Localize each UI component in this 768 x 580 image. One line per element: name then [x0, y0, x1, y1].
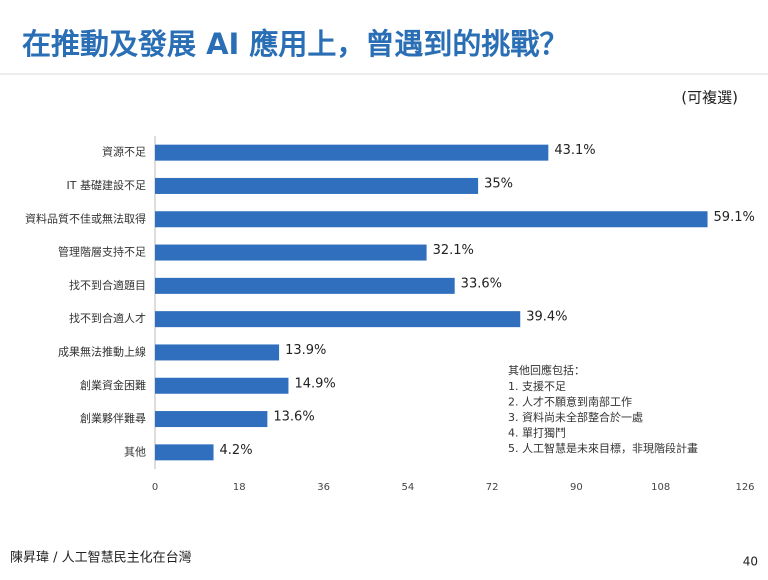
y-tick-label: 資源不足 [102, 145, 146, 159]
bar [155, 377, 289, 394]
annotation-title: 其他回應包括： [508, 363, 585, 377]
y-tick-label: 管理階層支持不足 [58, 245, 146, 259]
bar [155, 344, 280, 361]
x-tick-label: 54 [401, 482, 414, 493]
bar [155, 211, 708, 228]
data-label: 43.1% [554, 143, 595, 158]
y-tick-label: 成果無法推動上線 [58, 344, 146, 358]
page-number: 40 [743, 555, 758, 569]
bar [155, 411, 268, 428]
y-tick-label: 資料品質不佳或無法取得 [25, 211, 146, 225]
y-tick-label: 創業夥伴難尋 [80, 411, 146, 425]
x-tick-label: 72 [486, 482, 499, 493]
x-tick-label: 90 [570, 482, 583, 493]
annotation-item: 1. 支援不足 [508, 379, 566, 393]
x-tick-label: 0 [152, 482, 158, 493]
x-tick-label: 36 [317, 482, 330, 493]
data-label: 33.6% [461, 276, 502, 291]
annotation-item: 5. 人工智慧是未來目標，非現階段計畫 [508, 441, 698, 455]
data-label: 39.4% [526, 310, 567, 325]
y-tick-label: 找不到合適人才 [69, 311, 146, 325]
data-label: 14.9% [294, 376, 335, 391]
y-tick-label: 找不到合適題目 [69, 278, 146, 292]
x-tick-label: 126 [735, 482, 754, 493]
annotation-item: 2. 人才不願意到南部工作 [508, 395, 632, 409]
annotation-item: 3. 資料尚未全部整合於一處 [508, 410, 643, 424]
data-label: 13.9% [285, 343, 326, 358]
x-tick-label: 108 [651, 482, 670, 493]
y-tick-label: IT 基礎建設不足 [67, 178, 146, 192]
annotation-item: 4. 單打獨鬥 [508, 426, 566, 440]
x-tick-label: 18 [233, 482, 246, 493]
y-tick-label: 其他 [124, 445, 146, 458]
bar [155, 177, 479, 194]
bar [155, 144, 549, 161]
data-label: 35% [484, 176, 513, 191]
bar [155, 277, 455, 294]
bar [155, 244, 427, 261]
chart-title: 在推動及發展 AI 應用上，曾遇到的挑戰？ [22, 27, 568, 61]
footer-source: 陳昇瑋 / 人工智慧民主化在台灣 [10, 550, 192, 566]
bar [155, 444, 214, 461]
y-tick-label: 創業資金困難 [80, 378, 146, 392]
bar [155, 311, 521, 328]
data-label: 59.1% [714, 210, 755, 225]
data-label: 32.1% [433, 243, 474, 258]
data-label: 13.6% [273, 410, 314, 425]
subtitle: (可複選) [681, 89, 738, 107]
data-label: 4.2% [220, 443, 253, 458]
